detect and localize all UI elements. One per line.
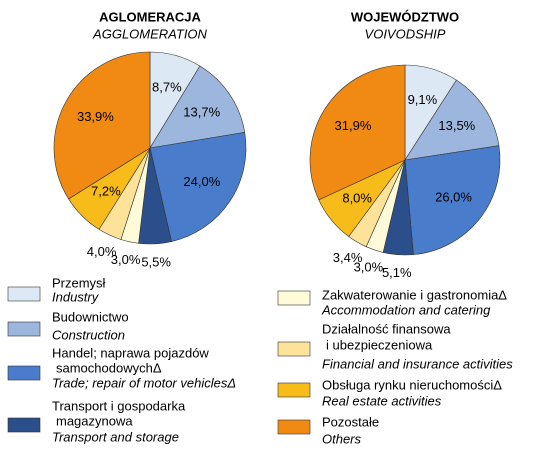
chart-subtitle: AGGLOMERATION [92,26,207,41]
chart-title: AGLOMERACJA [99,9,201,24]
data-label: 3,4% [333,250,363,265]
pie-slice [404,145,501,255]
legend-label: i ubezpieczeniowa [326,337,433,352]
legend-swatch [7,286,41,302]
legend-label-en: Transport and storage [52,429,179,444]
chart-subtitle: VOIVODSHIP [365,26,446,41]
pie-slice [149,65,246,149]
legend-label: magazynowa [56,413,133,428]
pie-slice [149,132,247,242]
data-label: 31,9% [335,118,372,133]
legend-label: Pozostałe [322,414,379,429]
legend-label-en: Industry [52,289,100,304]
legend-label: Budownictwo [52,309,129,324]
legend-swatch [7,365,41,381]
legend-swatch [277,382,311,398]
legend-label-en: Construction [52,327,125,342]
data-label: 8,0% [342,190,372,205]
legend-label: Obsługa rynku nieruchomościΔ [322,377,502,392]
legend-label-en: Financial and insurance activities [322,356,513,371]
chart-title: WOJEWÓDZTWO [351,9,459,24]
legend-swatch [7,321,41,337]
legend-label: Handel; naprawa pojazdów [52,345,209,360]
data-label: 3,0% [354,259,384,274]
data-label: 5,1% [382,265,412,280]
legend-label-en: Accommodation and catering [321,302,491,317]
pie-slice [53,51,151,200]
legend-swatch [277,419,311,435]
legend-label: samochodowychΔ [56,360,162,375]
data-label: 5,5% [141,254,171,269]
legend-label: Przemysł [52,275,106,290]
legend-label: Transport i gospodarka [52,398,186,413]
legend-swatch [277,341,311,357]
data-label: 8,7% [152,79,182,94]
data-label: 13,7% [183,105,220,120]
data-label: 33,9% [77,109,114,124]
legend-label-en: Trade; repair of motor vehiclesΔ [52,375,236,390]
legend-label-en: Real estate activities [322,393,442,408]
data-label: 4,0% [87,244,117,259]
data-label: 26,0% [435,190,472,205]
data-label: 9,1% [408,92,438,107]
legend-swatch [7,417,41,433]
pie-slice [404,79,500,161]
data-label: 7,2% [91,184,121,199]
data-label: 24,0% [183,174,220,189]
data-label: 13,5% [438,118,475,133]
legend-swatch [277,290,311,306]
pie-slice [309,64,406,201]
legend-label: Działalność finansowa [322,321,451,336]
data-label: 3,0% [111,252,141,267]
legend-label-en: Others [322,431,362,446]
legend-label: Zakwaterowanie i gastronomiaΔ [322,287,507,302]
